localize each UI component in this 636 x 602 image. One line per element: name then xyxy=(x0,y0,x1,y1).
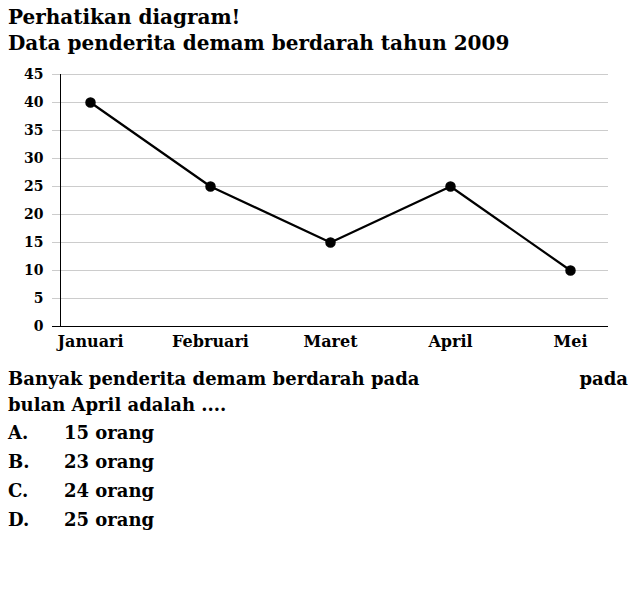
svg-text:Januari: Januari xyxy=(55,332,123,351)
svg-text:April: April xyxy=(427,332,472,351)
svg-text:30: 30 xyxy=(24,150,44,166)
svg-text:10: 10 xyxy=(24,262,44,278)
html-text:C.: C. xyxy=(8,480,29,501)
html-text:pada: pada xyxy=(579,368,628,389)
svg-text:15: 15 xyxy=(24,234,43,250)
html-text:bulan April adalah ....: bulan April adalah .... xyxy=(8,394,227,415)
svg-text:Mei: Mei xyxy=(554,332,588,351)
html-text:15 orang: 15 orang xyxy=(64,422,155,443)
html-text:Data penderita demam berdarah: Data penderita demam berdarah tahun 2009 xyxy=(8,31,510,55)
svg-text:Februari: Februari xyxy=(172,332,249,351)
html-text:B.: B. xyxy=(8,451,30,472)
html-text:24 orang: 24 orang xyxy=(64,480,155,501)
html-text:A.: A. xyxy=(8,422,29,443)
svg-text:20: 20 xyxy=(24,206,44,222)
html-text:23 orang: 23 orang xyxy=(64,451,155,472)
html-text:Perhatikan diagram!: Perhatikan diagram! xyxy=(8,5,241,29)
html-text:Banyak penderita demam berdara: Banyak penderita demam berdarah pada xyxy=(8,368,420,389)
svg-text:25: 25 xyxy=(24,178,43,194)
svg-text:5: 5 xyxy=(34,290,44,306)
html-text:D.: D. xyxy=(8,509,30,530)
svg-text:0: 0 xyxy=(34,318,44,334)
svg-text:35: 35 xyxy=(24,122,43,138)
svg-text:40: 40 xyxy=(24,94,44,110)
svg-text:45: 45 xyxy=(24,66,43,82)
svg-text:Maret: Maret xyxy=(303,332,358,351)
html-text:25 orang: 25 orang xyxy=(64,509,155,530)
